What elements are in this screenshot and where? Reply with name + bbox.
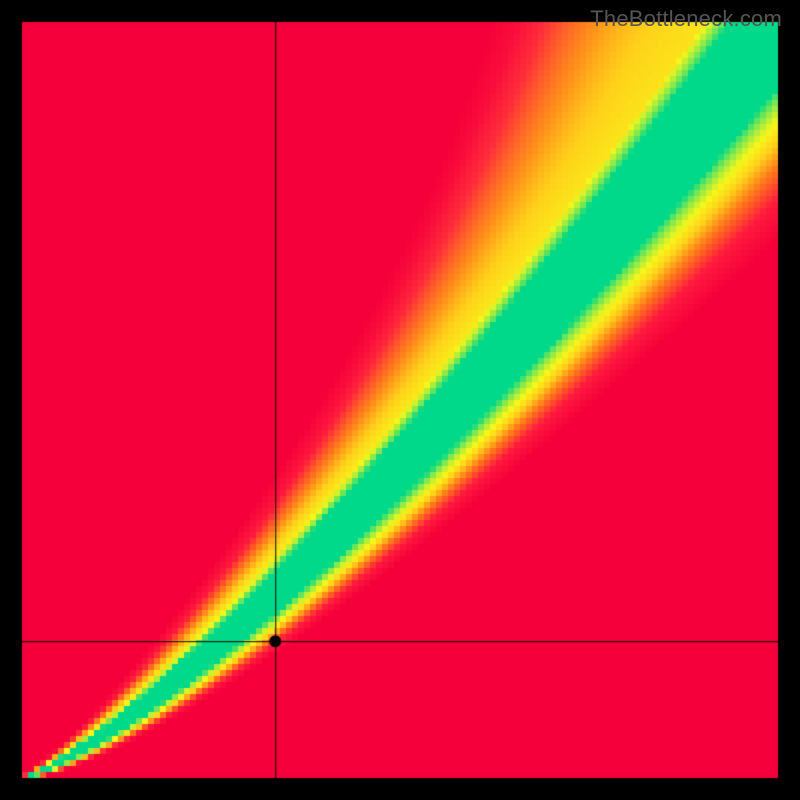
watermark-text: TheBottleneck.com — [590, 6, 782, 32]
heatmap-canvas — [0, 0, 800, 800]
chart-container: TheBottleneck.com — [0, 0, 800, 800]
